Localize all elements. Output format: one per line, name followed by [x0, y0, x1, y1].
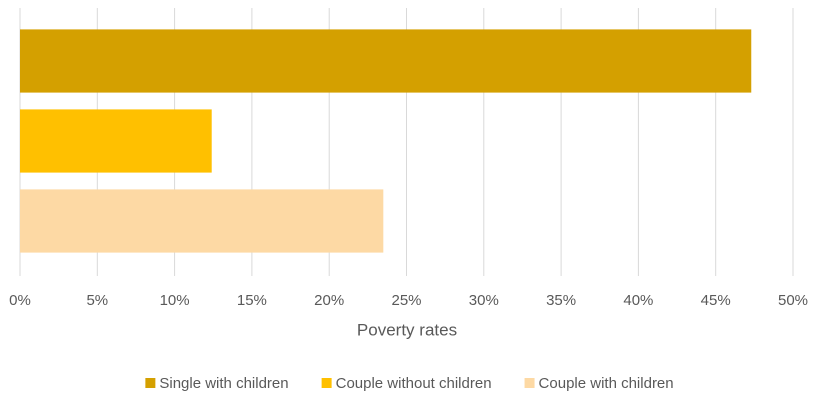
x-tick-label: 10%	[160, 292, 190, 309]
x-tick-label: 15%	[237, 292, 267, 309]
x-tick-label: 25%	[391, 292, 421, 309]
x-tick-label: 20%	[314, 292, 344, 309]
x-tick-label: 35%	[546, 292, 576, 309]
x-tick-label: 45%	[701, 292, 731, 309]
legend-marker	[524, 378, 535, 388]
legend-label: Couple without children	[336, 375, 492, 392]
legend-marker	[321, 378, 332, 388]
bar	[20, 109, 212, 173]
legend-label: Couple with children	[539, 375, 674, 392]
bar	[20, 29, 752, 93]
bar	[20, 189, 384, 253]
x-tick-label: 50%	[778, 292, 808, 309]
x-tick-label: 5%	[86, 292, 108, 309]
legend-label: Single with children	[159, 375, 288, 392]
x-tick-label: 0%	[9, 292, 31, 309]
legend-marker	[145, 378, 156, 388]
legend: Single with children Couple without child…	[145, 375, 674, 392]
x-axis-label: Poverty rates	[357, 320, 457, 339]
x-tick-label: 30%	[469, 292, 499, 309]
x-tick-label: 40%	[623, 292, 653, 309]
